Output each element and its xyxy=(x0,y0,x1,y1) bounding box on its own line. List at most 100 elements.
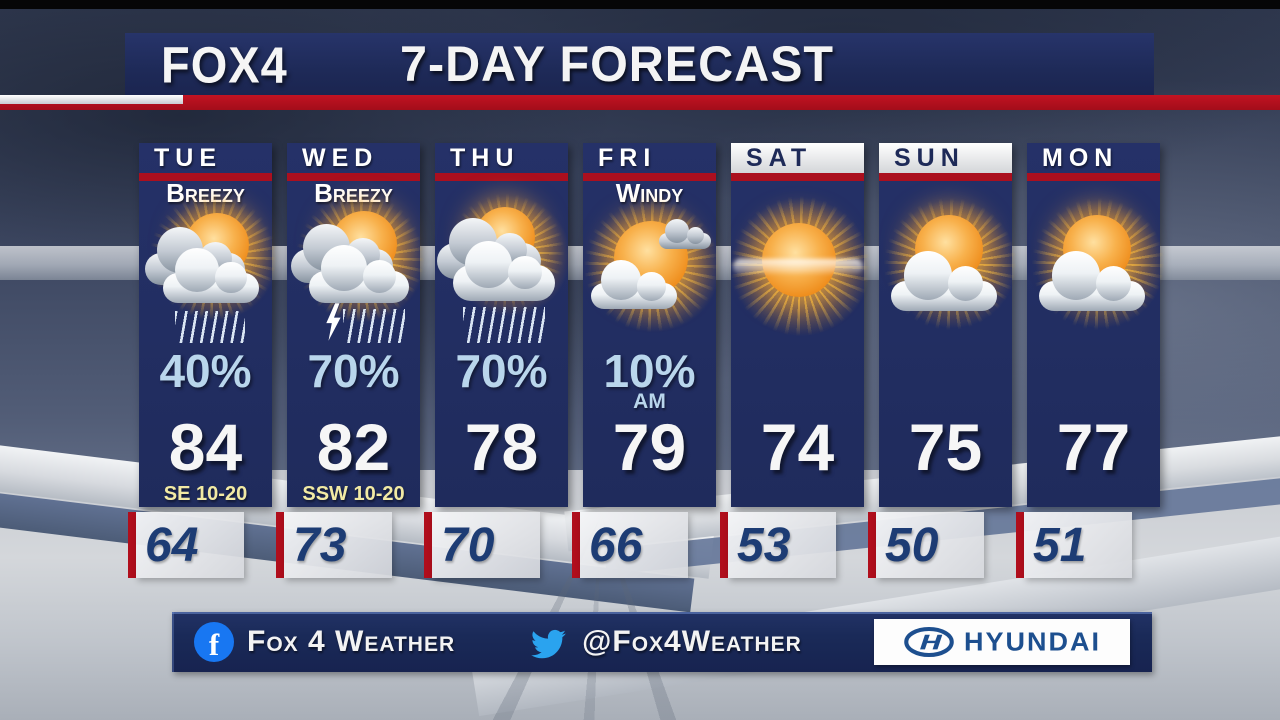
low-accent-stripe xyxy=(276,512,284,578)
precip-note: AM xyxy=(633,390,666,413)
precip-chance xyxy=(1027,347,1160,395)
day-column: SUN 75 xyxy=(879,143,1019,507)
low-box: 64 xyxy=(136,512,244,578)
high-temp: 82 xyxy=(316,410,391,484)
wind-label xyxy=(1027,485,1160,507)
low-cell: 53 xyxy=(720,512,853,578)
sponsor-badge: HYUNDAI xyxy=(874,619,1130,665)
low-cell: 73 xyxy=(276,512,409,578)
cloud-wisp-icon xyxy=(733,259,863,274)
wind-label xyxy=(435,485,568,507)
day-column: WED Breezy 70% 82 SSW 10-20 xyxy=(287,143,427,507)
low-accent-stripe xyxy=(128,512,136,578)
low-cell: 50 xyxy=(868,512,1001,578)
high-temp: 78 xyxy=(464,410,539,484)
high-temp: 77 xyxy=(1056,410,1131,484)
low-temp: 64 xyxy=(145,518,199,572)
day-name: MON xyxy=(1042,144,1119,172)
header-white-stripe xyxy=(0,95,183,104)
day-name: FRI xyxy=(598,144,657,172)
precip-chance: 10% xyxy=(603,345,696,397)
low-box: 66 xyxy=(580,512,688,578)
low-box: 70 xyxy=(432,512,540,578)
high-temp: 75 xyxy=(908,410,983,484)
low-cell: 51 xyxy=(1016,512,1149,578)
cloud-front-icon xyxy=(1039,251,1145,311)
day-red-underline xyxy=(435,173,568,181)
hyundai-logo-icon xyxy=(904,626,954,658)
weather-icon xyxy=(139,191,279,347)
low-accent-stripe xyxy=(1016,512,1024,578)
low-temp: 66 xyxy=(589,518,643,572)
rain-icon xyxy=(343,309,405,343)
low-box: 51 xyxy=(1024,512,1132,578)
cloud-front-icon xyxy=(891,251,997,311)
weather-icon xyxy=(1027,195,1167,347)
low-cell: 66 xyxy=(572,512,705,578)
day-column: MON 77 xyxy=(1027,143,1167,507)
low-temp: 51 xyxy=(1033,518,1087,572)
day-red-underline xyxy=(139,173,272,181)
low-accent-stripe xyxy=(720,512,728,578)
cloud-front-icon xyxy=(309,245,409,303)
low-accent-stripe xyxy=(572,512,580,578)
twitter-icon xyxy=(531,629,566,659)
weather-icon xyxy=(727,193,873,347)
day-column: THU 70% 78 xyxy=(435,143,571,507)
wind-label xyxy=(879,485,1012,507)
wind-label: SE 10-20 xyxy=(163,483,248,505)
low-accent-stripe xyxy=(424,512,432,578)
forecast-columns: TUE Breezy 40% 84 SE 10-20 WED Breezy xyxy=(139,143,1167,507)
day-red-underline xyxy=(731,173,864,181)
weather-icon xyxy=(287,191,427,347)
low-accent-stripe xyxy=(868,512,876,578)
day-name: SAT xyxy=(731,143,864,173)
twitter-handle-label: @Fox4Weather xyxy=(582,625,802,658)
facebook-f-glyph: f xyxy=(208,627,220,662)
precip-chance xyxy=(879,347,1012,395)
cloud-back-icon xyxy=(659,219,711,249)
facebook-handle-label: Fox 4 Weather xyxy=(247,625,456,658)
day-name: WED xyxy=(302,144,379,172)
page-title: 7-DAY FORECAST xyxy=(399,36,834,92)
day-name: TUE xyxy=(154,144,222,172)
low-cell: 64 xyxy=(128,512,261,578)
header-red-stripe xyxy=(0,95,1280,110)
wind-label: SSW 10-20 xyxy=(302,483,405,505)
cloud-front-icon xyxy=(163,248,259,303)
cloud-front-icon xyxy=(453,241,555,301)
low-box: 50 xyxy=(876,512,984,578)
day-red-underline xyxy=(879,173,1012,181)
wind-label xyxy=(583,485,716,507)
floor-streaks xyxy=(0,470,1280,720)
day-red-underline xyxy=(583,173,716,181)
social-sponsor-bar: f Fox 4 Weather @Fox4Weather HYUNDAI xyxy=(172,612,1152,672)
lows-row: 64 73 70 66 53 50 51 xyxy=(128,512,1149,578)
low-temp: 73 xyxy=(293,518,347,572)
day-red-underline xyxy=(287,173,420,181)
day-column: TUE Breezy 40% 84 SE 10-20 xyxy=(139,143,279,507)
day-column: SAT 74 xyxy=(727,143,873,507)
precip-chance: 40% xyxy=(159,345,252,397)
day-name: THU xyxy=(450,144,520,172)
precip-chance: 70% xyxy=(455,345,548,397)
day-red-underline xyxy=(1027,173,1160,181)
weather-icon xyxy=(435,191,571,347)
weather-icon xyxy=(879,195,1019,347)
header-bar: FOX4 7-DAY FORECAST xyxy=(125,33,1154,95)
weather-icon xyxy=(581,195,721,347)
high-temp: 74 xyxy=(760,410,835,484)
high-temp: 79 xyxy=(612,410,687,484)
lightning-icon xyxy=(326,303,341,341)
day-name: SUN xyxy=(879,143,1012,173)
cloud-front-icon xyxy=(591,260,677,309)
low-temp: 70 xyxy=(441,518,495,572)
low-temp: 50 xyxy=(885,518,939,572)
facebook-icon: f xyxy=(194,622,234,662)
rain-icon xyxy=(463,307,545,343)
low-box: 73 xyxy=(284,512,392,578)
fox4-logo: FOX4 xyxy=(161,35,288,93)
precip-chance: 70% xyxy=(307,345,400,397)
low-temp: 53 xyxy=(737,518,791,572)
high-temp: 84 xyxy=(168,410,243,484)
